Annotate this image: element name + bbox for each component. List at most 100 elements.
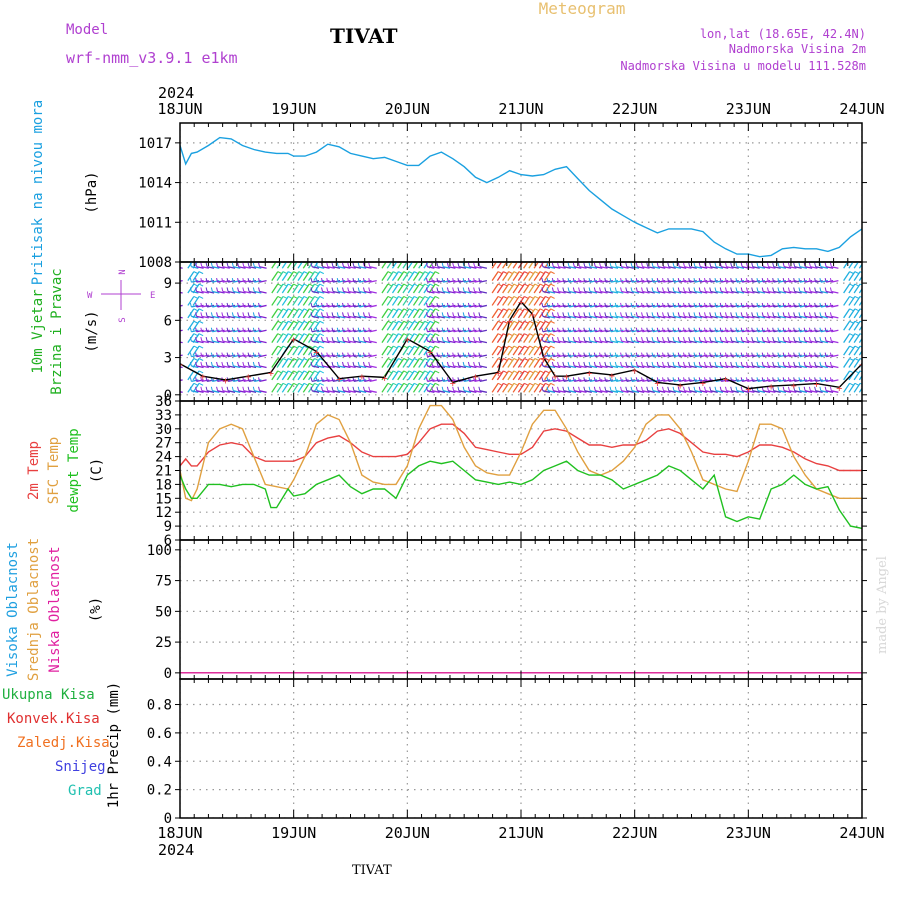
- wind-barb-flag: [761, 337, 764, 342]
- wind-barb-flag: [698, 361, 701, 367]
- wind-barb-flag: [298, 345, 304, 349]
- wind-barb: [700, 340, 708, 344]
- wind-barb-flag: [392, 295, 398, 299]
- wind-barb-flag: [429, 295, 435, 299]
- wind-barb: [517, 370, 525, 381]
- wind-barb: [474, 329, 482, 333]
- wind-barb-flag: [545, 320, 550, 324]
- wind-barb-flag: [293, 382, 298, 386]
- wind-barb-flag: [620, 327, 623, 332]
- wind-barb-flag: [258, 312, 261, 317]
- wind-barb: [479, 379, 488, 383]
- wind-barb-flag: [683, 352, 685, 357]
- wind-barb: [773, 279, 781, 283]
- wind-barb: [381, 308, 389, 319]
- wind-barb: [259, 290, 267, 294]
- wind-barb-flag: [362, 361, 365, 367]
- wind-barb-flag: [452, 337, 455, 342]
- wind-barb: [826, 365, 834, 369]
- wind-barb: [432, 379, 440, 383]
- wind-barb-flag: [310, 377, 313, 382]
- wind-barb-flag: [398, 333, 403, 337]
- wind-barb: [259, 279, 267, 283]
- wind-barb-flag: [703, 337, 706, 342]
- wind-barb-flag: [651, 262, 654, 267]
- wind-barb-flag: [693, 312, 696, 317]
- wind-barb: [187, 296, 195, 306]
- wind-barb: [600, 365, 608, 369]
- wind-barb: [637, 379, 645, 383]
- wind-barb: [642, 354, 650, 358]
- wind-barb: [343, 304, 351, 308]
- wind-barb-flag: [282, 295, 288, 299]
- wind-barb: [443, 354, 451, 358]
- wind-barb: [805, 315, 813, 319]
- wind-barb: [805, 279, 813, 283]
- wind-barb-flag: [777, 262, 780, 267]
- y-tick-label: 25: [155, 635, 172, 651]
- wind-barb-flag: [518, 345, 524, 349]
- wind-barb-flag: [751, 361, 754, 367]
- wind-barb: [479, 315, 488, 319]
- wind-barb-flag: [347, 361, 350, 367]
- wind-barb: [397, 296, 405, 306]
- wind-barb: [689, 290, 697, 294]
- wind-barb: [843, 283, 851, 294]
- wind-barb-flag: [751, 337, 754, 342]
- wind-barb: [626, 390, 634, 393]
- wind-barb-flag: [314, 283, 319, 287]
- wind-barb: [742, 354, 750, 358]
- wind-barb: [789, 329, 797, 333]
- wind-barb: [271, 271, 279, 281]
- wind-barb: [820, 315, 829, 319]
- wind-barb-flag: [530, 259, 534, 261]
- wind-barb: [768, 390, 776, 393]
- wind-barb: [259, 329, 267, 333]
- wind-barb-flag: [321, 302, 324, 308]
- wind-barb: [778, 279, 787, 283]
- wind-barb-flag: [299, 259, 303, 261]
- wind-barb: [768, 290, 776, 294]
- wind-barb: [768, 279, 776, 283]
- wind-barb: [721, 290, 729, 294]
- day-label-top: 24JUN: [839, 100, 884, 118]
- wind-barb: [359, 340, 367, 344]
- wind-barb-flag: [326, 302, 329, 308]
- y-tick-label: 1008: [138, 255, 172, 271]
- wind-barb-flag: [683, 277, 685, 283]
- wind-speed-marker: +: [245, 372, 251, 383]
- wind-barb: [217, 315, 225, 319]
- wind-barb: [233, 329, 241, 333]
- top-day-labels: 18JUN 19JUN 20JUN 21JUN 22JUN 23JUN 24JUN: [157, 100, 884, 118]
- wind-barb-flag: [429, 358, 435, 361]
- wind-barb: [826, 340, 834, 344]
- wind-barb-flag: [175, 387, 176, 391]
- wind-barb-flag: [677, 352, 680, 357]
- wind-barb-flag: [198, 320, 204, 324]
- wind-barb: [784, 390, 792, 393]
- wind-barb-flag: [193, 358, 199, 361]
- wind-barb: [402, 308, 410, 319]
- wind-barb: [227, 266, 236, 269]
- wind-barb: [453, 315, 461, 319]
- wind-barb-flag: [620, 337, 623, 342]
- wind-barb: [233, 365, 241, 369]
- wind-barb: [443, 340, 451, 344]
- wind-barb-flag: [387, 271, 393, 275]
- wind-barb: [402, 320, 410, 331]
- wind-barb: [805, 266, 813, 269]
- wind-barb-flag: [787, 302, 790, 308]
- wind-barb-flag: [237, 361, 240, 367]
- wind-barb-flag: [419, 333, 424, 337]
- wind-barb: [432, 340, 440, 344]
- day-label-bottom: 21JUN: [498, 824, 543, 842]
- wind-barb-flag: [195, 377, 198, 382]
- wind-barb: [815, 279, 823, 283]
- wind-barb: [763, 365, 771, 369]
- wind-barb-flag: [310, 361, 313, 367]
- day-label-bottom: 23JUN: [726, 824, 771, 842]
- wind-barb-flag: [714, 302, 717, 308]
- wind-barb: [491, 320, 499, 331]
- wind-barb-flag: [424, 382, 429, 386]
- wind-barb-flag: [315, 287, 318, 292]
